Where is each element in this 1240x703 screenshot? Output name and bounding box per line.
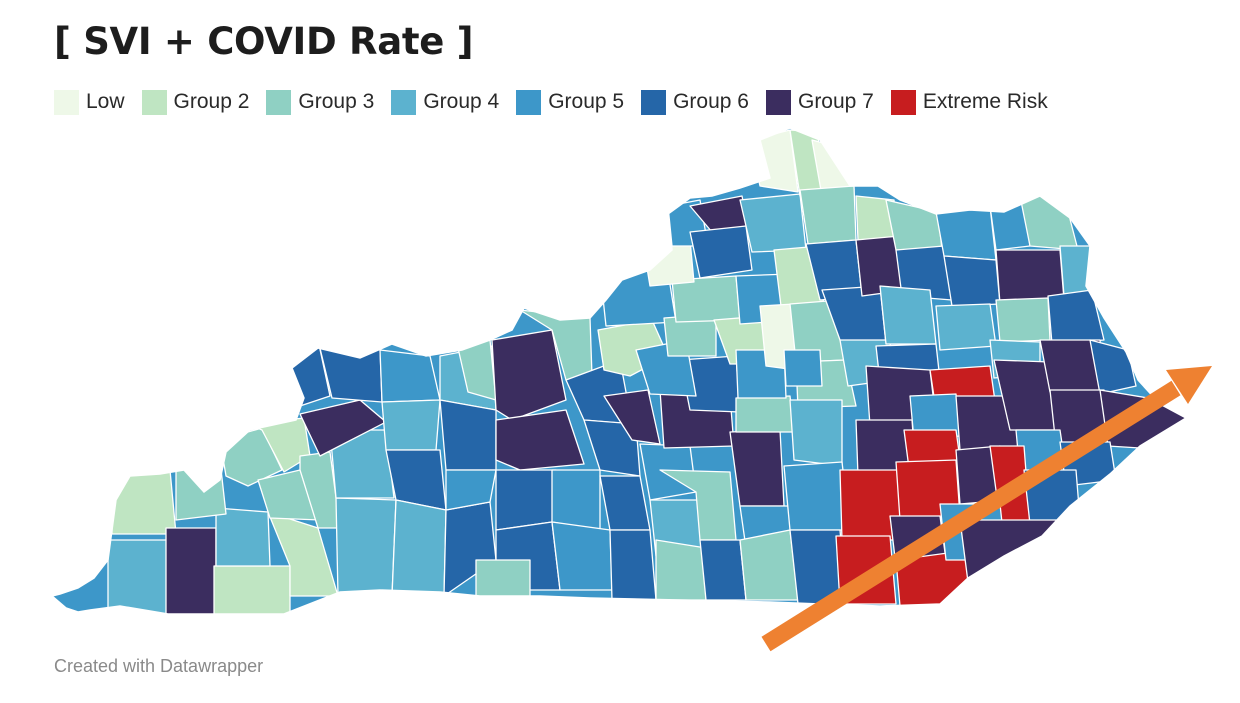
county (603, 389, 661, 445)
county (699, 539, 747, 601)
county (609, 529, 657, 601)
legend-item-low: Low (54, 89, 125, 115)
county (735, 395, 795, 433)
county (335, 497, 397, 597)
legend-item-group-7: Group 7 (765, 89, 874, 115)
legend-item-extreme-risk: Extreme Risk (890, 89, 1048, 115)
county (551, 521, 613, 591)
credit-footer: Created with Datawrapper (54, 656, 264, 676)
county (551, 469, 601, 531)
legend-label: Group 5 (548, 90, 625, 113)
county (789, 399, 843, 467)
county (165, 527, 217, 614)
county (267, 511, 339, 597)
legend-item-group-3: Group 3 (266, 89, 375, 115)
legend-swatch (266, 89, 292, 115)
county (959, 519, 1061, 583)
county (495, 469, 557, 531)
county (475, 559, 531, 601)
legend-label: Group 4 (423, 90, 500, 113)
county (491, 329, 567, 421)
county (935, 303, 997, 351)
map-title: [ SVI + COVID Rate ] (54, 20, 474, 63)
legend-swatch (641, 89, 667, 115)
legend-label: Group 3 (298, 90, 375, 113)
legend-item-group-2: Group 2 (141, 89, 250, 115)
legend-item-group-5: Group 5 (516, 89, 625, 115)
county (935, 205, 997, 261)
arrow-head (1166, 366, 1212, 404)
county (391, 499, 447, 597)
county (111, 469, 177, 535)
county (739, 193, 807, 253)
county (215, 507, 271, 567)
county (381, 399, 441, 451)
legend-label: Extreme Risk (922, 90, 1048, 113)
county (107, 539, 169, 614)
county (439, 399, 497, 471)
county (885, 199, 943, 251)
county (643, 239, 695, 287)
legend-label: Group 6 (673, 90, 749, 113)
legend-label: Group 2 (173, 90, 250, 113)
county (783, 349, 823, 387)
legend-label: Group 7 (797, 90, 874, 113)
legend: Low Group 2 Group 3 Group 4 Group 5 Grou… (54, 89, 1065, 115)
county (52, 559, 119, 614)
county-mosaic (52, 128, 1186, 614)
legend-swatch (516, 89, 542, 115)
county (995, 297, 1051, 343)
county (213, 565, 291, 614)
county (379, 349, 441, 403)
county (799, 185, 857, 245)
legend-swatch (765, 89, 791, 115)
county (879, 285, 937, 345)
county (495, 409, 585, 471)
legend-label: Low (86, 90, 125, 113)
legend-item-group-4: Group 4 (391, 89, 500, 115)
county (943, 255, 1001, 307)
county (729, 429, 785, 507)
legend-item-group-6: Group 6 (641, 89, 749, 115)
legend-swatch (141, 89, 167, 115)
legend-swatch (54, 89, 79, 115)
trend-arrow (761, 366, 1212, 652)
county (1019, 195, 1079, 251)
county (689, 225, 753, 279)
legend-swatch (391, 89, 417, 115)
arrow-shaft (761, 380, 1181, 652)
county (655, 539, 707, 601)
county (1089, 339, 1137, 395)
county (739, 529, 799, 601)
county (445, 469, 497, 511)
county (1047, 289, 1105, 345)
legend-swatch (890, 89, 916, 115)
county (175, 459, 227, 521)
